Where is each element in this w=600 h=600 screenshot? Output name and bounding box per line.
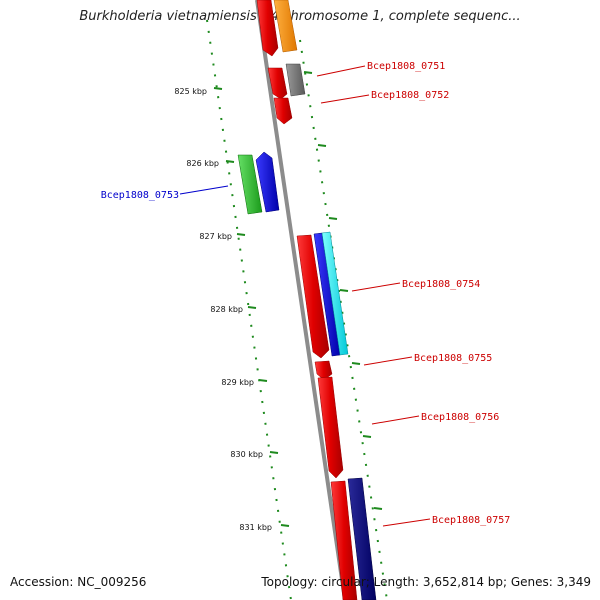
tick-mark <box>236 233 246 236</box>
tick-mark <box>280 524 290 527</box>
gene-label-0751[interactable]: Bcep1808_0751 <box>367 61 445 72</box>
gene-arrow-0756-red <box>317 376 344 479</box>
tick-mark <box>362 435 372 438</box>
tick-mark <box>225 160 235 163</box>
tick-mark <box>373 507 383 510</box>
tick-mark <box>351 362 361 365</box>
tick-label-825: 825 kbp <box>174 87 207 96</box>
gene-arrow-0753-blue <box>255 151 280 213</box>
summary-text: Topology: circular; Length: 3,652,814 bp… <box>261 575 591 589</box>
tick-label-827: 827 kbp <box>199 232 232 241</box>
gene-arrow-top-red <box>256 0 279 57</box>
map-title: Burkholderia vietnamiensis G4 chromosome… <box>79 9 521 24</box>
label-connectors <box>179 65 431 527</box>
gene-features[interactable] <box>237 0 377 600</box>
tick-label-831: 831 kbp <box>239 523 272 532</box>
gene-label-0754[interactable]: Bcep1808_0754 <box>402 279 480 290</box>
gene-label-0756[interactable]: Bcep1808_0756 <box>421 412 499 423</box>
gene-arrow-0757-red <box>330 480 358 600</box>
tick-mark <box>328 217 338 220</box>
tick-label-829: 829 kbp <box>221 378 254 387</box>
tick-mark <box>258 379 268 382</box>
gene-arrow-0751-gray <box>285 63 306 97</box>
gene-arrow-0752-red <box>273 97 293 125</box>
gene-arrow-0755-red <box>314 360 333 381</box>
gene-arrow-0753-green <box>237 154 263 215</box>
gene-arrow-0754-cyan <box>321 231 349 356</box>
gene-arrow-top-orange <box>273 0 298 53</box>
gene-label-0753[interactable]: Bcep1808_0753 <box>101 190 179 201</box>
tick-mark <box>247 306 257 309</box>
tick-label-830: 830 kbp <box>230 450 263 459</box>
tick-mark <box>317 144 327 147</box>
tick-mark <box>213 87 223 90</box>
tick-marks <box>213 71 383 527</box>
tick-label-826: 826 kbp <box>186 159 219 168</box>
gene-label-0752[interactable]: Bcep1808_0752 <box>371 90 449 101</box>
gene-arrow-0751-red <box>267 67 288 100</box>
tick-mark <box>269 451 279 454</box>
chromosome-backbone <box>255 0 347 600</box>
gene-label-0755[interactable]: Bcep1808_0755 <box>414 353 492 364</box>
gene-arrow-0754-red <box>296 234 330 359</box>
tick-mark <box>339 289 349 292</box>
gene-arrow-0757-navy <box>347 477 377 600</box>
tick-label-828: 828 kbp <box>210 305 243 314</box>
gene-label-0757[interactable]: Bcep1808_0757 <box>432 515 510 526</box>
tick-mark <box>303 71 313 74</box>
accession-text: Accession: NC_009256 <box>10 575 147 589</box>
